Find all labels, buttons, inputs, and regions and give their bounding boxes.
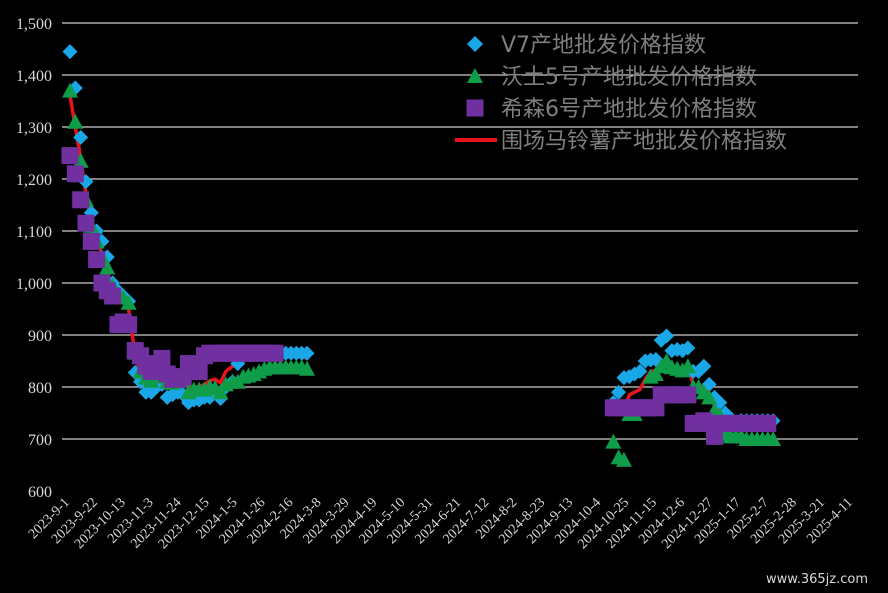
y-tick-label: 1,400 bbox=[16, 68, 52, 85]
data-point bbox=[632, 363, 648, 379]
series bbox=[61, 44, 782, 467]
series-2 bbox=[62, 82, 782, 467]
data-point bbox=[61, 147, 79, 165]
y-tick-label: 1,100 bbox=[16, 224, 52, 241]
data-point bbox=[647, 366, 664, 381]
data-point bbox=[696, 358, 712, 374]
series-3 bbox=[61, 147, 777, 445]
data-point bbox=[82, 232, 100, 250]
data-point bbox=[679, 358, 696, 374]
data-point bbox=[701, 389, 718, 405]
data-point bbox=[299, 360, 316, 376]
data-point bbox=[190, 362, 208, 380]
data-point bbox=[62, 82, 78, 98]
data-point bbox=[647, 399, 665, 417]
y-tick-label: 1,000 bbox=[16, 276, 52, 293]
data-point bbox=[73, 129, 89, 145]
data-point bbox=[77, 214, 95, 232]
data-point bbox=[765, 431, 782, 446]
legend-label: V7产地批发价格指数 bbox=[501, 33, 706, 58]
watermark-text: www.365jz.com bbox=[766, 572, 868, 587]
y-tick-label: 1,200 bbox=[16, 172, 52, 189]
legend-marker bbox=[466, 99, 484, 117]
data-point bbox=[120, 316, 138, 334]
data-point bbox=[605, 433, 622, 449]
data-point bbox=[120, 294, 137, 310]
data-point bbox=[759, 414, 777, 432]
data-point bbox=[104, 287, 122, 305]
y-axis: 600 700 800 900 1,000 1,100 1,200 1,300 1,400 1,5… bbox=[16, 16, 52, 501]
data-point bbox=[212, 384, 229, 400]
legend-marker bbox=[467, 68, 483, 83]
data-point bbox=[66, 165, 84, 183]
data-point bbox=[99, 259, 116, 275]
data-point bbox=[153, 349, 171, 367]
data-point bbox=[611, 384, 627, 400]
legend: V7产地批发价格指数沃土5号产地批发价格指数希森6号产地批发价格指数围场马铃薯产… bbox=[455, 33, 787, 154]
data-point bbox=[615, 451, 632, 467]
data-point bbox=[680, 340, 696, 356]
data-point bbox=[659, 328, 675, 344]
data-point bbox=[62, 44, 78, 60]
data-point bbox=[88, 251, 106, 269]
legend-label: 沃土5号产地批发价格指数 bbox=[501, 65, 757, 90]
data-point bbox=[706, 427, 724, 445]
legend-marker bbox=[467, 36, 483, 52]
y-tick-label: 1,300 bbox=[16, 120, 52, 137]
data-point bbox=[266, 344, 284, 362]
y-tick-label: 1,500 bbox=[16, 16, 52, 33]
y-tick-label: 800 bbox=[28, 380, 52, 397]
y-tick-label: 600 bbox=[28, 484, 52, 501]
y-tick-label: 700 bbox=[28, 432, 52, 449]
data-point bbox=[299, 345, 315, 361]
x-axis: 2023-9-12023-9-222023-10-132023-11-32023… bbox=[26, 495, 856, 552]
legend-label: 希森6号产地批发价格指数 bbox=[501, 97, 757, 122]
data-point bbox=[72, 191, 90, 209]
legend-label: 围场马铃薯产地批发价格指数 bbox=[501, 129, 787, 154]
data-point bbox=[679, 386, 697, 404]
y-tick-label: 900 bbox=[28, 328, 52, 345]
data-point bbox=[67, 113, 84, 129]
